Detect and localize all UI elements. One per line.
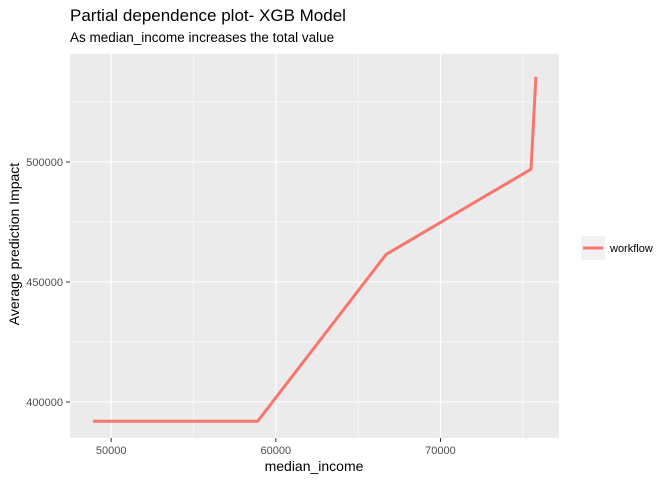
series-line-workflow (93, 76, 538, 423)
chart-title: Partial dependence plot- XGB Model (70, 6, 346, 25)
plot-panel (70, 54, 559, 438)
data-lines (93, 76, 538, 423)
minor-gridlines (70, 54, 559, 438)
x-tick-label: 50000 (96, 445, 127, 457)
y-axis: 400000 450000 500000 (26, 157, 70, 409)
major-gridlines (70, 54, 559, 438)
x-axis-title: median_income (265, 458, 364, 474)
legend: workflow (581, 236, 653, 260)
legend-label-workflow: workflow (609, 243, 653, 255)
y-tick-label: 450000 (26, 277, 63, 289)
y-axis-title: Average prediction Impact (6, 163, 22, 325)
y-tick-label: 500000 (26, 157, 63, 169)
x-tick-label: 70000 (425, 445, 456, 457)
chart-subtitle: As median_income increases the total val… (70, 30, 335, 45)
x-axis: 50000 60000 70000 (96, 438, 456, 457)
y-tick-label: 400000 (26, 397, 63, 409)
x-tick-label: 60000 (261, 445, 292, 457)
